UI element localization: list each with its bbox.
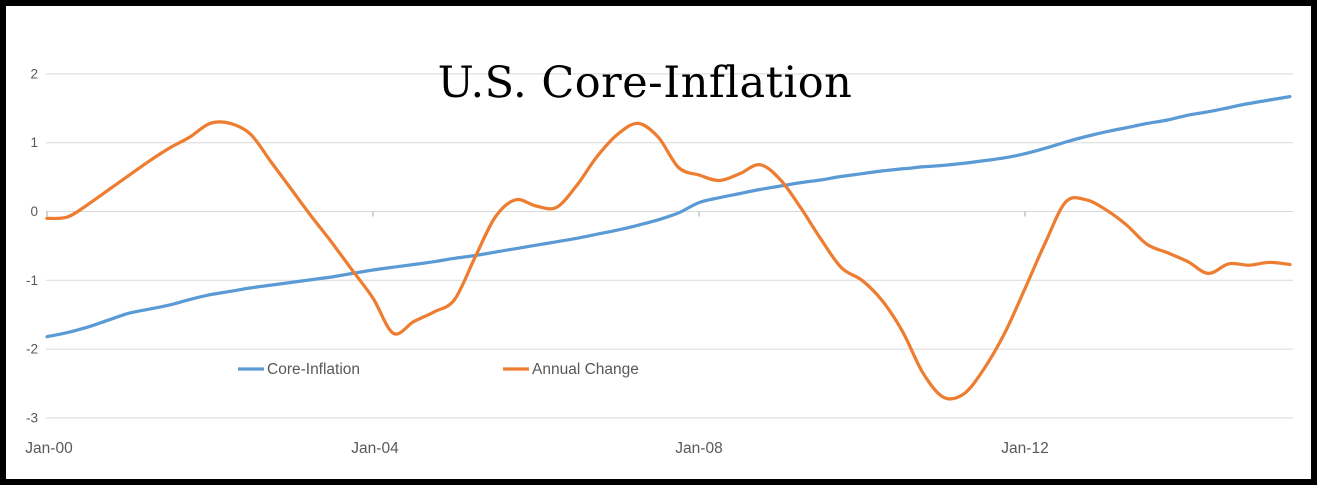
- y-axis: 2 1 0 -1 -2 -3: [26, 66, 38, 425]
- gridlines: [46, 73, 1293, 419]
- legend-item-annual-change: Annual Change: [503, 361, 639, 378]
- y-axis-label: 0: [30, 204, 38, 219]
- y-axis-label: 2: [30, 66, 38, 81]
- core-inflation-line: [45, 94, 1292, 339]
- x-axis-label: Jan-04: [351, 440, 399, 457]
- annual-change-line: [45, 120, 1292, 401]
- legend-item-core-inflation: Core-Inflation: [238, 361, 360, 378]
- legend: Core-Inflation Annual Change: [238, 361, 639, 378]
- chart-title: U.S. Core-Inflation: [438, 58, 853, 108]
- y-axis-label: 1: [30, 135, 38, 150]
- y-axis-label: -2: [26, 342, 38, 357]
- x-axis-label: Jan-12: [1001, 440, 1048, 457]
- y-axis-label: -3: [26, 410, 38, 425]
- legend-label-annual-change: Annual Change: [532, 361, 639, 378]
- x-axis-label: Jan-00: [25, 440, 73, 457]
- series-lines: [45, 94, 1292, 401]
- x-axis: Jan-00 Jan-04 Jan-08 Jan-12: [25, 440, 1048, 457]
- axis-ticks: [46, 211, 1026, 217]
- x-axis-label: Jan-08: [675, 440, 722, 457]
- y-axis-label: -1: [26, 273, 38, 288]
- legend-label-core-inflation: Core-Inflation: [267, 361, 360, 378]
